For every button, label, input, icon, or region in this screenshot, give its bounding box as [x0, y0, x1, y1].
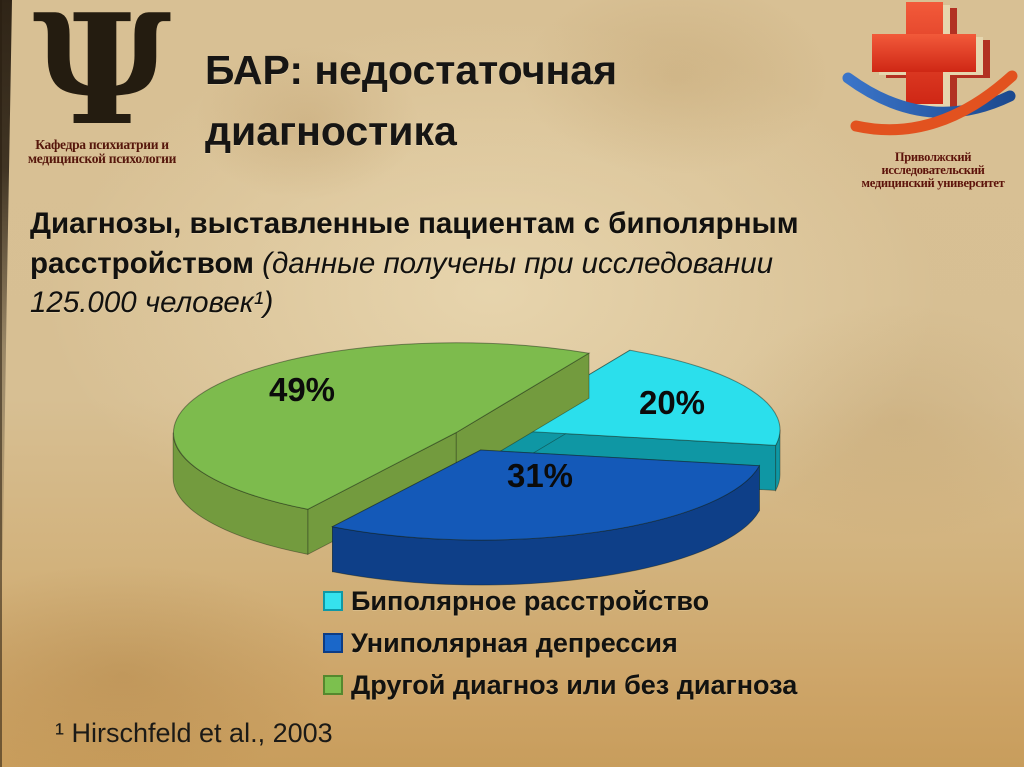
pie-slice-top — [173, 342, 591, 510]
psi-caption-line1: Кафедра психиатрии и — [35, 137, 169, 152]
subtitle-line1-text: Диагнозы, выставленные пациентам с бипол… — [30, 207, 799, 240]
medical-cross-icon — [842, 2, 1018, 136]
subtitle-line2-italic: (данные получены при исследовании — [262, 246, 774, 280]
psi-logo: Ψ Кафедра психиатрии и медицинской психо… — [12, 0, 192, 166]
footnote: ¹ Hirschfeld et al., 2003 — [55, 718, 333, 748]
legend-item-bipolar: Биполярное расстройство — [323, 580, 797, 622]
subtitle-line1: Диагнозы, выставленные пациентам с бипол… — [30, 204, 960, 244]
university-caption: Приволжский исследовательский медицински… — [842, 151, 1024, 190]
psi-logo-caption: Кафедра психиатрии и медицинской психоло… — [12, 138, 192, 166]
psi-icon: Ψ — [32, 0, 172, 159]
swoosh-orange-icon — [850, 70, 1018, 136]
pie-slice-2: 49% — [172, 342, 591, 555]
legend-item-other: Другой диагноз или без диагноза — [323, 664, 797, 706]
legend-swatch-green — [323, 675, 343, 695]
legend-item-unipolar: Униполярная депрессия — [323, 622, 797, 664]
university-caption-line1: Приволжский исследовательский — [881, 150, 985, 177]
legend-swatch-cyan — [323, 591, 343, 611]
university-caption-line2: медицинский университет — [861, 176, 1005, 190]
pie-value-label: 49% — [269, 371, 335, 408]
subtitle-line3-text: 125.000 человек¹) — [30, 286, 274, 319]
subtitle-line2-bold: расстройством — [30, 246, 263, 280]
pie-slice-top — [495, 349, 781, 446]
pie-chart-svg: 20% 49% 31% — [172, 342, 781, 586]
pie-value-label: 20% — [639, 384, 705, 421]
subtitle: Диагнозы, выставленные пациентам с бипол… — [30, 204, 960, 323]
psi-caption-line2: медицинской психологии — [27, 151, 177, 166]
pie-slice-cut-face — [455, 352, 590, 479]
legend-label: Биполярное расстройство — [351, 585, 710, 616]
pie-slice-3: 31% — [330, 449, 761, 586]
page-title: БАР: недостаточная диагностика — [205, 47, 618, 154]
pie-value-label: 31% — [507, 457, 573, 494]
pie-slice-top — [330, 449, 761, 541]
subtitle-line3: 125.000 человек¹) — [30, 283, 960, 323]
swoosh-blue-icon — [842, 72, 1016, 118]
pie-chart: 20% 49% 31% — [150, 325, 810, 600]
cross-front — [872, 2, 976, 104]
pie-slice-rim — [172, 432, 309, 555]
legend-label: Другой диагноз или без диагноза — [351, 669, 798, 700]
university-logo: Приволжский исследовательский медицински… — [842, 2, 1024, 190]
subtitle-line2: расстройством (данные получены при иссле… — [30, 244, 960, 284]
chart-legend: Биполярное расстройство Униполярная депр… — [323, 580, 797, 706]
legend-swatch-blue — [323, 633, 343, 653]
legend-label: Униполярная депрессия — [351, 627, 678, 658]
left-edge-line — [0, 0, 2, 767]
